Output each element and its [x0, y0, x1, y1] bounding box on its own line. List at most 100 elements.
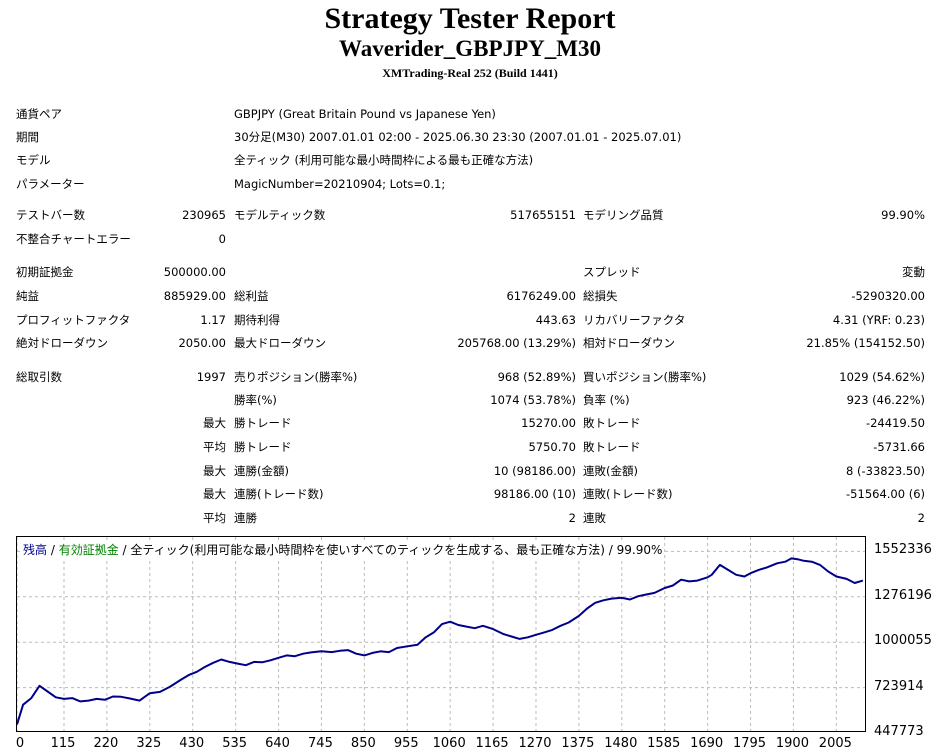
- server-info: XMTrading-Real 252 (Build 1441): [382, 66, 558, 80]
- x-tick-label: 1270: [518, 736, 552, 751]
- net-profit-value: 885929.00: [163, 289, 226, 303]
- x-tick-label: 1060: [432, 736, 466, 751]
- bars-label: テストバー数: [16, 208, 85, 222]
- max-consec-win-count-label: 連勝(トレード数): [234, 487, 324, 501]
- spread-label: スプレッド: [583, 265, 641, 279]
- quality-value: 99.90%: [881, 208, 925, 222]
- avg-loss-label: 敗トレード: [583, 440, 641, 454]
- short-positions-value: 968 (52.89%): [497, 370, 576, 384]
- legend-separator: /: [118, 543, 131, 557]
- max-consec-win-count-value: 98186.00 (10): [493, 487, 576, 501]
- legend-balance: 残高: [23, 543, 48, 557]
- x-tick-label: 1165: [475, 736, 509, 751]
- x-tick-label: 115: [50, 736, 76, 751]
- bars-value: 230965: [182, 208, 226, 222]
- model-label: モデル: [16, 153, 51, 167]
- total-trades-label: 総取引数: [16, 370, 62, 384]
- x-tick-label: 1480: [604, 736, 638, 751]
- mismatch-label: 不整合チャートエラー: [16, 232, 131, 246]
- y-tick-label: 1000055: [874, 633, 932, 649]
- total-trades-value: 1997: [196, 370, 226, 384]
- x-tick-label: 1900: [775, 736, 809, 751]
- deposit-label: 初期証拠金: [16, 265, 74, 279]
- expected-payoff-label: 期待利得: [234, 313, 280, 327]
- largest-win-value: 15270.00: [521, 416, 576, 430]
- net-profit-label: 純益: [16, 289, 39, 303]
- x-tick-label: 745: [308, 736, 333, 751]
- max-drawdown-label: 最大ドローダウン: [234, 336, 326, 350]
- loss-rate-label: 負率 (%): [583, 393, 630, 407]
- average-prefix: 平均: [203, 440, 226, 454]
- x-tick-label: 535: [222, 736, 248, 751]
- max-consec-loss-money-label: 連敗(金額): [583, 464, 638, 478]
- short-positions-label: 売りポジション(勝率%): [234, 370, 358, 384]
- ticks-label: モデルティック数: [234, 208, 326, 222]
- max-consec-win-money-value: 10 (98186.00): [493, 464, 576, 478]
- report-subtitle: Waverider_GBPJPY_M30: [339, 36, 601, 61]
- avg-win-value: 5750.70: [528, 440, 576, 454]
- y-tick-label: 447773: [874, 724, 924, 739]
- legend-equity: 有効証拠金: [58, 543, 119, 557]
- long-positions-value: 1029 (54.62%): [839, 370, 925, 384]
- avg-consec-loss-label: 連敗: [583, 511, 606, 525]
- legend-separator: /: [47, 543, 59, 557]
- x-tick-label: 1585: [647, 736, 681, 751]
- max-consec-loss-money-value: 8 (-33823.50): [846, 464, 925, 478]
- balance-series-line: [17, 557, 864, 725]
- max-drawdown-value: 205768.00 (13.29%): [457, 336, 576, 350]
- pair-label: 通貨ペア: [16, 107, 62, 121]
- long-positions-label: 買いポジション(勝率%): [583, 370, 707, 384]
- chart-legend: 残高 / 有効証拠金 / 全ティック(利用可能な最小時間枠を使いすべてのティック…: [23, 541, 665, 558]
- model-value: 全ティック (利用可能な最小時間枠による最も正確な方法): [234, 153, 534, 167]
- x-tick-label: 955: [393, 736, 419, 751]
- deposit-value: 500000.00: [163, 265, 226, 279]
- x-tick-label: 640: [265, 736, 290, 751]
- x-tick-label: 325: [136, 736, 162, 751]
- x-tick-label: 850: [350, 736, 376, 751]
- mismatch-value: 0: [218, 232, 226, 246]
- expected-payoff-value: 443.63: [535, 313, 576, 327]
- rel-drawdown-label: 相対ドローダウン: [583, 336, 675, 350]
- max-consec-win-money-label: 連勝(金額): [234, 464, 289, 478]
- x-tick-label: 2005: [818, 736, 852, 751]
- abs-drawdown-value: 2050.00: [178, 336, 226, 350]
- chart-plot: [17, 537, 865, 731]
- x-tick-label: 1795: [732, 736, 767, 751]
- abs-drawdown-label: 絶対ドローダウン: [16, 336, 108, 350]
- max-consec-prefix: 最大: [203, 464, 226, 478]
- recovery-factor-value: 4.31 (YRF: 0.23): [832, 313, 925, 327]
- avg-loss-value: -5731.66: [873, 440, 925, 454]
- x-tick-label: 220: [93, 736, 119, 751]
- avg-consec-win-value: 2: [568, 511, 576, 525]
- params-value: MagicNumber=20210904; Lots=0.1;: [234, 177, 446, 191]
- max-consec-count-prefix: 最大: [203, 487, 226, 501]
- period-label: 期間: [16, 130, 39, 144]
- avg-win-label: 勝トレード: [234, 440, 292, 454]
- x-tick-label: 1375: [561, 736, 595, 751]
- balance-chart: 残高 / 有効証拠金 / 全ティック(利用可能な最小時間枠を使いすべてのティック…: [16, 536, 866, 732]
- max-consec-loss-count-value: -51564.00 (6): [846, 487, 925, 501]
- rel-drawdown-value: 21.85% (154152.50): [806, 336, 925, 350]
- win-rate-label: 勝率(%): [234, 393, 277, 407]
- recovery-factor-label: リカバリーファクタ: [583, 313, 686, 327]
- loss-rate-value: 923 (46.22%): [846, 393, 925, 407]
- period-value: 30分足(M30) 2007.01.01 02:00 - 2025.06.30 …: [234, 130, 682, 144]
- x-tick-label: 430: [179, 736, 205, 751]
- largest-prefix: 最大: [203, 416, 226, 430]
- avg-consec-win-label: 連勝: [234, 511, 257, 525]
- y-tick-label: 1276196: [874, 587, 932, 603]
- legend-model-text: 全ティック(利用可能な最小時間枠を使いすべてのティックを生成する、最も正確な方法…: [130, 543, 663, 557]
- report-title: Strategy Tester Report: [324, 2, 616, 35]
- pair-value: GBPJPY (Great Britain Pound vs Japanese …: [234, 107, 496, 121]
- avg-consec-prefix: 平均: [203, 511, 226, 525]
- profit-factor-label: プロフィットファクタ: [16, 313, 131, 327]
- gross-profit-value: 6176249.00: [506, 289, 576, 303]
- gross-loss-value: -5290320.00: [851, 289, 925, 303]
- gross-loss-label: 総損失: [583, 289, 618, 303]
- gross-profit-label: 総利益: [234, 289, 269, 303]
- y-tick-label: 723914: [874, 678, 924, 694]
- largest-loss-label: 敗トレード: [583, 416, 641, 430]
- max-consec-loss-count-label: 連敗(トレード数): [583, 487, 673, 501]
- quality-label: モデリング品質: [583, 208, 664, 222]
- ticks-value: 517655151: [510, 208, 576, 222]
